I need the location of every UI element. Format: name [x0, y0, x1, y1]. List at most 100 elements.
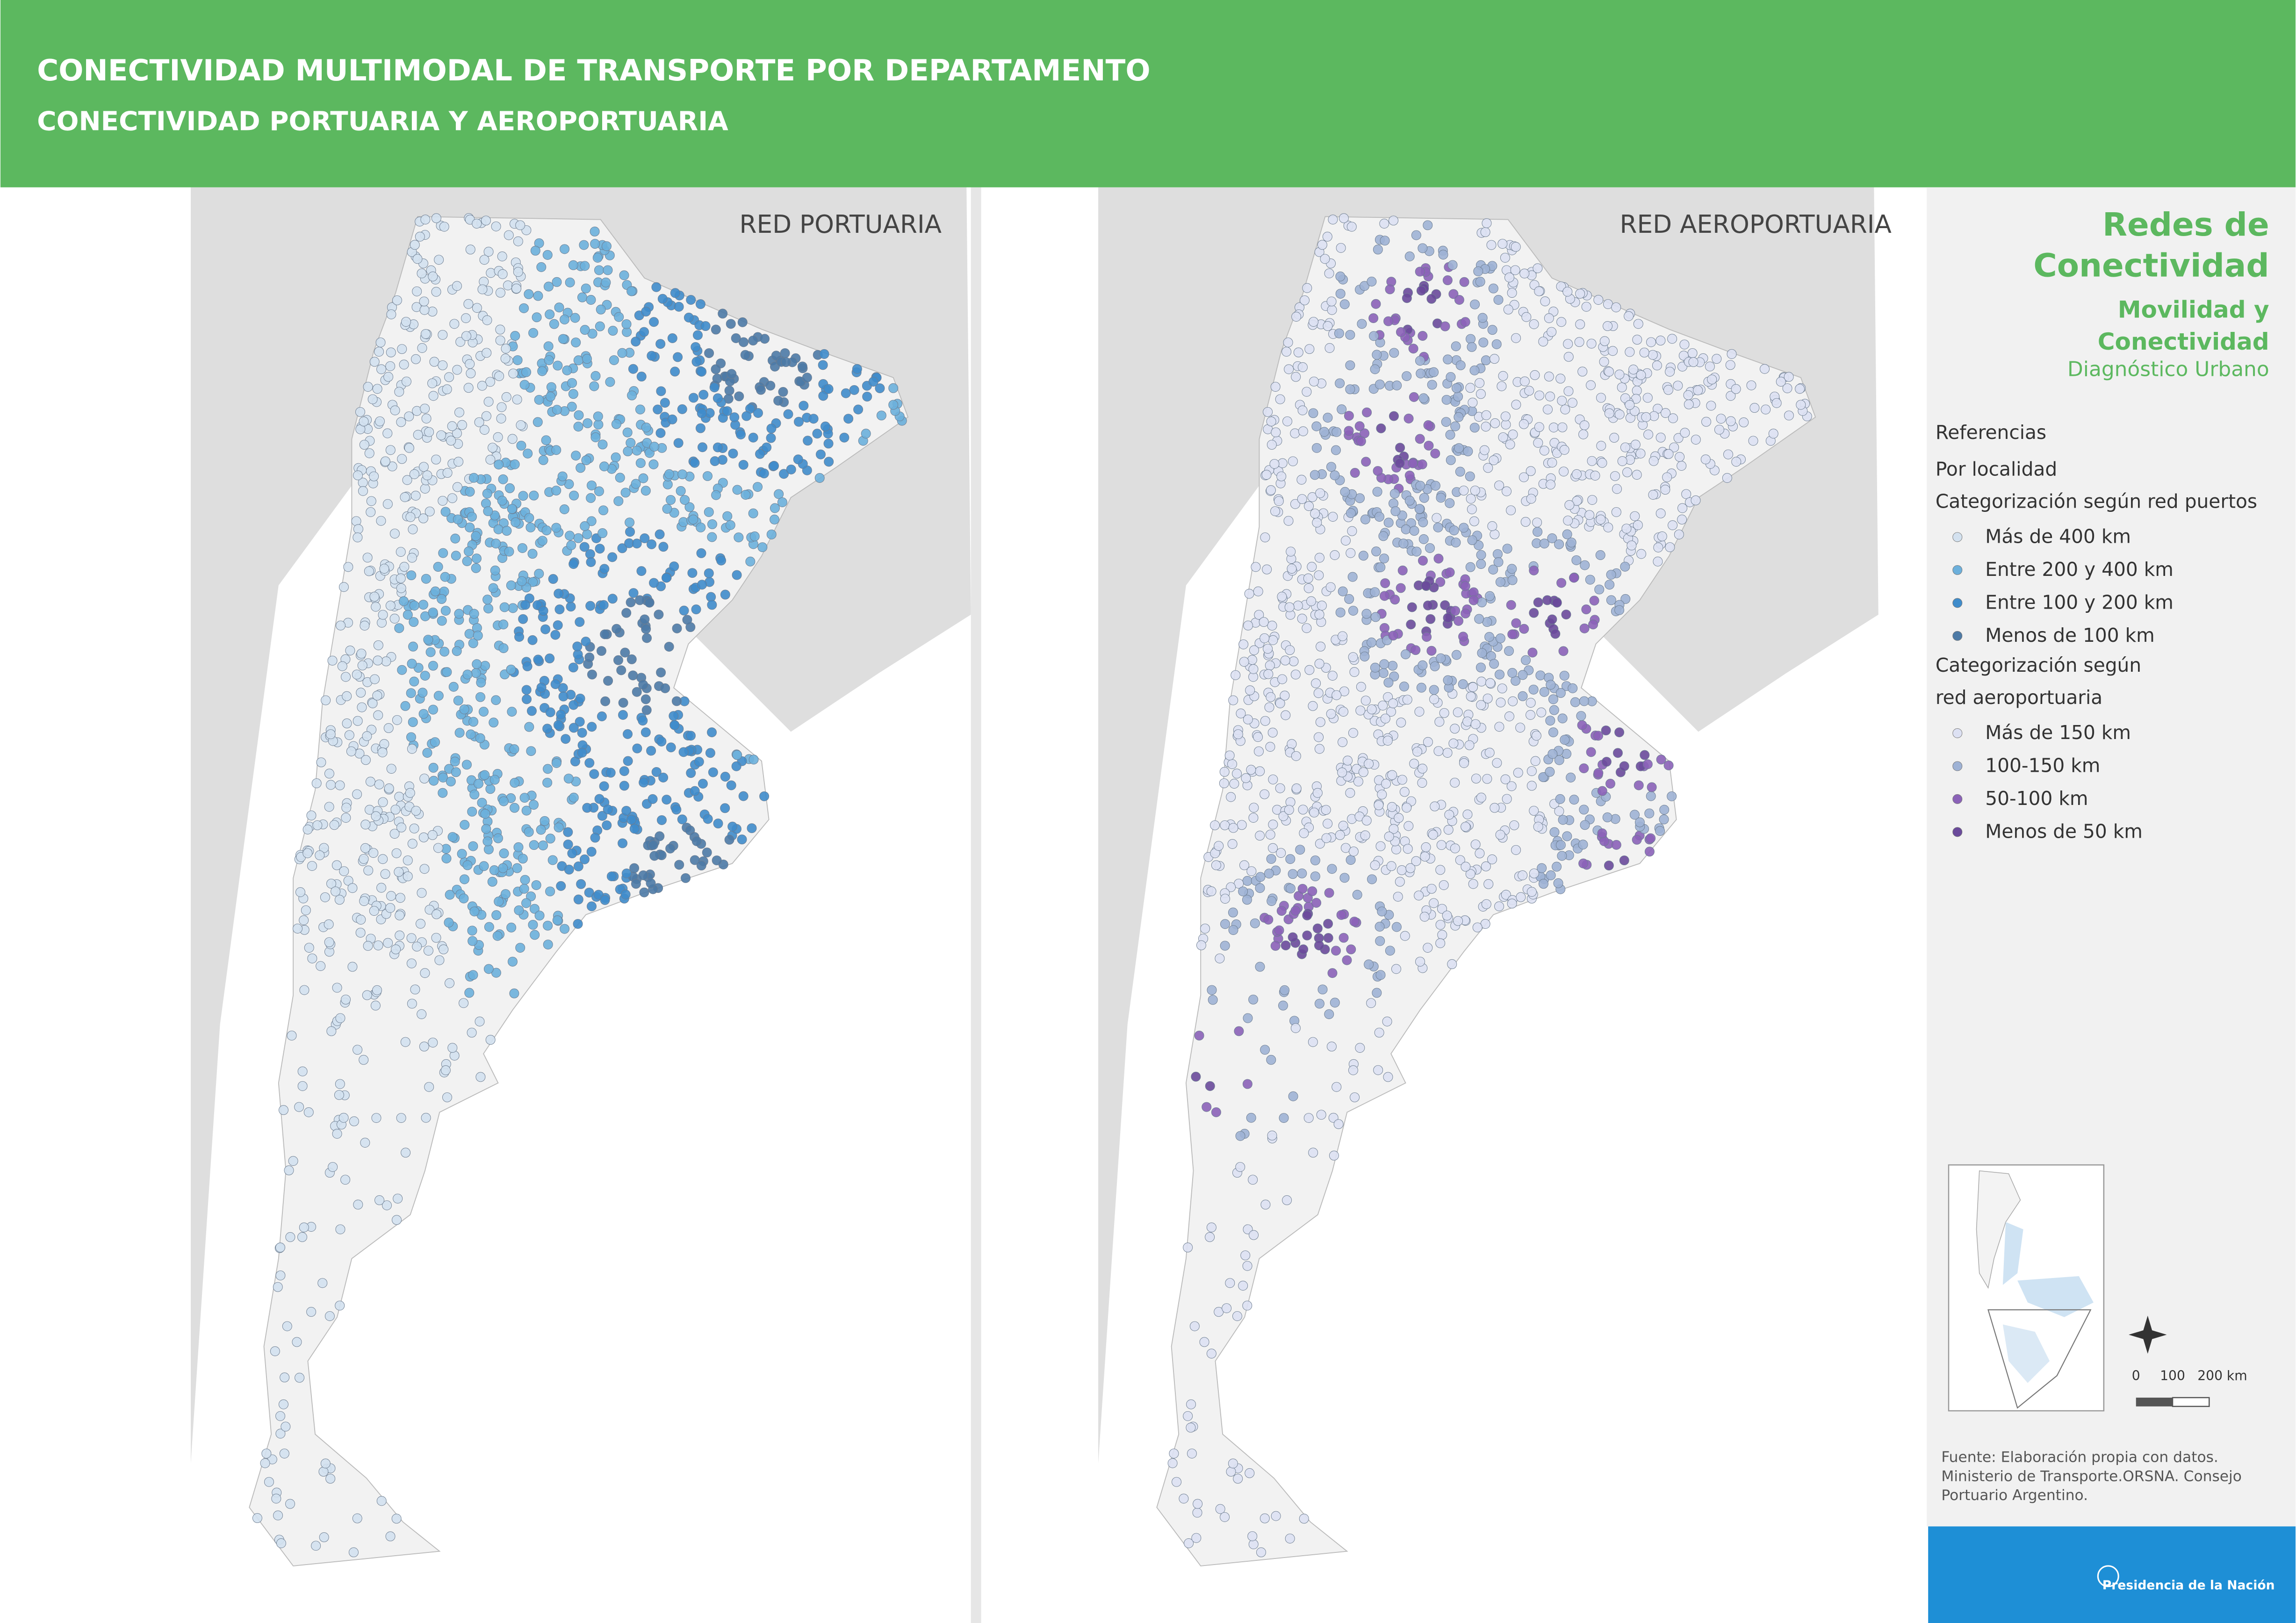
- locality-dot: [471, 553, 482, 564]
- locality-dot: [1655, 432, 1666, 443]
- locality-dot: [619, 781, 629, 791]
- locality-dot: [530, 245, 540, 256]
- locality-dot: [1450, 606, 1461, 616]
- locality-dot: [1746, 380, 1756, 390]
- locality-dot: [376, 364, 387, 374]
- locality-dot: [1321, 833, 1332, 843]
- locality-dot: [1276, 471, 1287, 481]
- locality-dot: [601, 241, 612, 251]
- locality-dot: [299, 915, 309, 926]
- locality-dot: [476, 677, 486, 688]
- locality-dot: [551, 445, 561, 455]
- locality-dot: [1366, 998, 1376, 1008]
- locality-dot: [1396, 718, 1406, 728]
- locality-dot: [1491, 339, 1502, 349]
- locality-dot: [554, 822, 564, 833]
- locality-dot: [1408, 458, 1418, 468]
- locality-dot: [1311, 678, 1321, 689]
- locality-dot: [373, 640, 383, 650]
- locality-dot: [524, 722, 534, 732]
- locality-dot: [382, 499, 393, 509]
- locality-dot: [432, 909, 442, 919]
- locality-dot: [359, 896, 369, 906]
- locality-dot: [275, 1270, 286, 1280]
- locality-dot: [1620, 594, 1631, 604]
- locality-dot: [1314, 998, 1324, 1009]
- locality-dot: [437, 594, 447, 604]
- locality-dot: [1614, 409, 1625, 420]
- locality-dot: [1361, 815, 1372, 826]
- locality-dot: [1384, 832, 1394, 842]
- locality-dot: [1465, 383, 1475, 393]
- locality-dot: [648, 794, 658, 804]
- locality-dot: [515, 942, 525, 953]
- locality-dot: [1458, 679, 1468, 689]
- locality-dot: [586, 847, 597, 857]
- locality-dot: [462, 556, 472, 567]
- locality-dot: [1435, 938, 1446, 948]
- locality-dot: [360, 1138, 370, 1148]
- locality-dot: [421, 574, 431, 584]
- locality-dot: [726, 780, 736, 790]
- locality-dot: [1407, 602, 1417, 612]
- locality-dot: [429, 357, 439, 367]
- locality-dot: [567, 402, 577, 412]
- locality-dot: [1268, 774, 1278, 784]
- inset-ice: [2002, 1324, 2050, 1383]
- locality-dot: [1668, 520, 1678, 531]
- locality-dot: [391, 1215, 402, 1225]
- legend-label: 100-150 km: [1985, 754, 2100, 776]
- locality-dot: [554, 302, 564, 313]
- locality-dot: [1402, 695, 1412, 705]
- locality-dot: [396, 1113, 406, 1123]
- locality-dot: [808, 414, 819, 424]
- locality-dot: [422, 747, 432, 758]
- locality-dot: [383, 938, 393, 948]
- locality-dot: [1304, 344, 1315, 354]
- locality-dot: [577, 747, 587, 758]
- locality-dot: [1576, 711, 1586, 721]
- locality-dot: [592, 252, 603, 263]
- locality-dot: [406, 958, 417, 969]
- locality-dot: [594, 794, 605, 804]
- locality-dot: [513, 842, 524, 852]
- locality-dot: [281, 1422, 291, 1432]
- locality-dot: [818, 391, 828, 401]
- locality-dot: [621, 868, 632, 878]
- locality-dot: [582, 354, 592, 364]
- locality-dot: [1357, 319, 1367, 329]
- locality-dot: [1346, 222, 1357, 232]
- locality-dot: [466, 368, 476, 379]
- locality-dot: [698, 779, 708, 789]
- locality-dot: [674, 302, 684, 312]
- locality-dot: [1309, 376, 1319, 387]
- locality-dot: [1435, 919, 1446, 930]
- locality-dot: [324, 802, 334, 812]
- locality-dot: [1559, 467, 1569, 477]
- locality-dot: [664, 641, 674, 652]
- locality-dot: [691, 357, 702, 367]
- locality-dot: [568, 389, 578, 399]
- locality-dot: [1569, 795, 1579, 805]
- locality-dot: [324, 937, 334, 948]
- locality-dot: [1350, 468, 1360, 478]
- locality-dot: [261, 1448, 272, 1458]
- locality-dot: [1315, 488, 1325, 498]
- locality-dot: [711, 364, 721, 374]
- locality-dot: [1345, 788, 1355, 798]
- locality-dot: [1302, 930, 1312, 941]
- locality-dot: [1562, 287, 1573, 297]
- locality-dot: [359, 417, 369, 427]
- locality-dot: [440, 507, 451, 517]
- locality-dot: [1334, 328, 1344, 338]
- locality-dot: [690, 855, 700, 865]
- locality-dot: [455, 337, 466, 347]
- locality-dot: [1646, 833, 1656, 843]
- locality-dot: [551, 758, 561, 768]
- locality-dot: [538, 840, 548, 851]
- locality-dot: [1684, 399, 1694, 409]
- locality-dot: [409, 823, 419, 833]
- locality-dot: [649, 442, 659, 452]
- locality-dot: [1307, 492, 1317, 503]
- locality-dot: [1409, 392, 1419, 402]
